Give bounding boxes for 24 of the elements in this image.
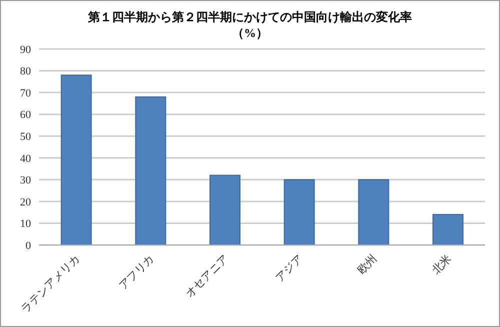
y-tick-label: 50	[20, 131, 32, 144]
y-tick-label: 20	[20, 196, 32, 208]
bar	[209, 174, 240, 245]
y-tick-label: 0	[26, 240, 32, 252]
bar	[284, 179, 315, 245]
x-tick-label: オセアニア	[184, 252, 231, 300]
y-tick-label: 70	[20, 87, 32, 100]
bar	[135, 96, 166, 245]
x-tick-label: アフリカ	[117, 252, 157, 292]
y-tick-label: 60	[20, 109, 32, 122]
chart-title: 第１四半期から第２四半期にかけての中国向け輸出の変化率	[87, 9, 413, 25]
y-tick-label: 10	[20, 218, 32, 230]
y-tick-label: 80	[20, 66, 32, 78]
x-tick-label: 欧州	[354, 252, 380, 277]
bar	[432, 214, 464, 245]
y-tick-label: 30	[20, 174, 32, 187]
chart-subtitle: （%）	[231, 25, 269, 41]
x-tick-label: アジア	[273, 252, 306, 284]
bar	[358, 179, 390, 245]
y-tick-label: 90	[20, 44, 32, 56]
y-tick-label: 40	[20, 152, 32, 165]
x-tick-label: ラテンアメリカ	[19, 252, 82, 316]
x-tick-label: 北米	[429, 252, 454, 277]
bar	[60, 74, 92, 245]
